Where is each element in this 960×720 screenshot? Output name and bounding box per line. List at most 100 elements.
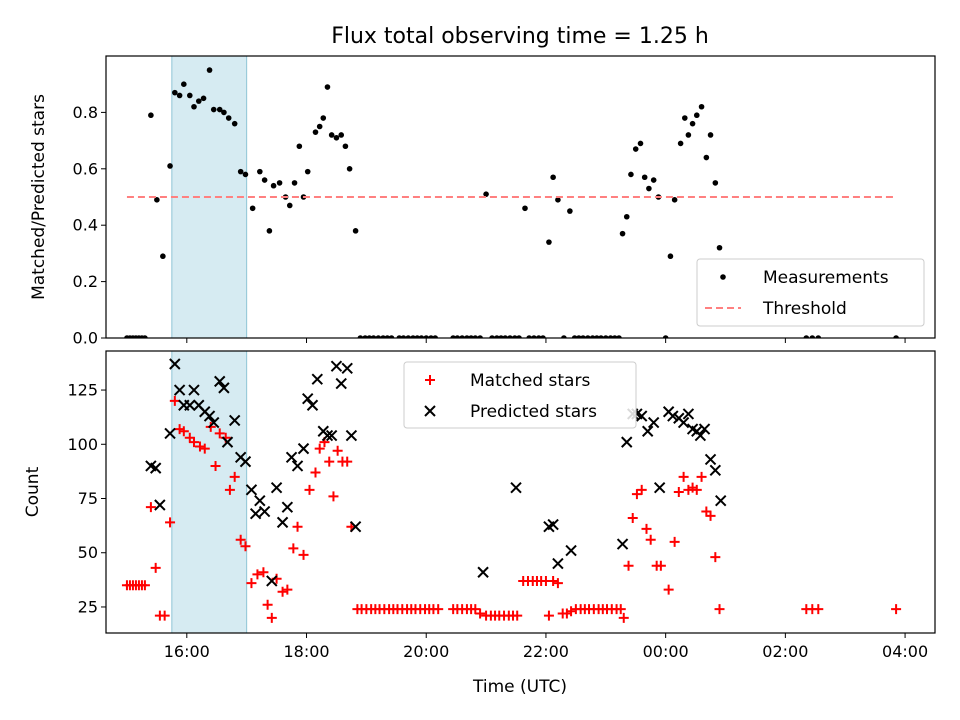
predicted-star-point	[285, 451, 298, 463]
matched-star-point	[618, 612, 629, 623]
measurement-point	[703, 154, 710, 161]
measurement-point	[641, 174, 648, 181]
predicted-star-point	[616, 538, 629, 550]
top-y-tick-label: 0.2	[73, 272, 98, 291]
measurement-point	[571, 335, 578, 338]
measurement-point	[357, 335, 364, 338]
measurement-point	[662, 335, 669, 338]
measurement-point	[598, 335, 604, 338]
predicted-star-point	[345, 429, 358, 442]
measurement-point	[216, 106, 223, 113]
measurement-point	[154, 197, 160, 203]
measurement-point	[225, 115, 232, 121]
matched-star-point	[150, 562, 161, 573]
matched-star-point	[696, 471, 707, 482]
predicted-star-point	[552, 557, 564, 570]
predicted-star-point	[341, 362, 353, 375]
measurement-point	[276, 180, 283, 186]
measurement-point	[338, 132, 345, 138]
predicted-star-point	[510, 481, 522, 494]
measurement-point	[809, 335, 816, 338]
predicted-star-point	[249, 507, 262, 520]
predicted-star-point	[302, 393, 314, 405]
predicted-star-point	[266, 575, 278, 587]
predicted-star-point	[221, 436, 234, 448]
measurement-point	[181, 81, 187, 87]
matched-star-point	[159, 610, 170, 621]
matched-star-point	[673, 487, 684, 497]
matched-star-point	[627, 513, 638, 524]
matched-star-point	[669, 536, 680, 547]
bottom-x-tick-label: 02:00	[762, 642, 808, 661]
measurement-point	[550, 174, 556, 181]
measurement-point	[418, 335, 425, 338]
measurement-point	[580, 335, 586, 338]
predicted-star-point	[270, 481, 283, 494]
predicted-star-point	[641, 425, 654, 437]
matched-star-point	[615, 604, 626, 615]
bottom-panel: Count Time (UTC) 25 50 75 100 125 16:00 18:00 2…	[23, 350, 936, 697]
matched-star-point	[229, 471, 240, 482]
measurement-point	[296, 143, 303, 150]
predicted-star-point	[349, 521, 362, 533]
predicted-star-point	[621, 436, 633, 448]
predicted-star-point	[704, 453, 717, 466]
measurement-point	[507, 335, 513, 338]
bottom-x-tick-label: 04:00	[882, 642, 928, 661]
measurement-point	[142, 335, 148, 338]
predicted-star-point	[173, 384, 186, 396]
measurement-point	[667, 253, 674, 260]
matched-star-point	[224, 484, 235, 495]
measurement-point	[261, 177, 268, 183]
matched-star-point	[663, 584, 674, 595]
measurement-point	[432, 335, 439, 338]
predicted-star-point	[709, 464, 722, 477]
measurement-point	[195, 98, 202, 104]
matched-star-point	[512, 610, 523, 621]
measurement-point	[380, 335, 386, 338]
measurement-point	[160, 253, 166, 260]
measurement-point	[594, 335, 600, 338]
measurement-point	[498, 335, 504, 338]
measurement-point	[483, 191, 489, 197]
measurement-point	[477, 335, 483, 338]
measurement-point	[646, 185, 652, 192]
top-y-tick-label: 0.6	[73, 159, 98, 178]
top-y-tick-label: 0.4	[73, 216, 98, 235]
matched-star-point	[655, 560, 666, 571]
measurement-point	[576, 335, 582, 338]
measurement-point	[342, 143, 349, 150]
top-y-tick-label: 0.8	[73, 103, 98, 122]
bottom-x-tick-label: 20:00	[403, 642, 449, 661]
bottom-series-matched-stars	[121, 395, 902, 623]
measurement-point	[291, 180, 298, 186]
matched-star-point	[266, 612, 277, 623]
measurement-point	[410, 335, 416, 338]
top-panel: Matched/Predicted stars 0.0 0.2 0.4 0.6 0.8 M…	[29, 55, 936, 348]
figure-title: Flux total observing time = 1.25 h	[331, 24, 709, 49]
measurement-point	[400, 335, 407, 338]
measurement-point	[540, 335, 546, 338]
measurement-point	[242, 171, 249, 178]
matched-star-point	[235, 534, 246, 545]
measurement-point	[611, 335, 618, 338]
predicted-star-point	[164, 427, 176, 440]
measurement-point	[176, 92, 183, 99]
matched-star-point	[470, 604, 481, 615]
matched-star-point	[188, 437, 199, 448]
measurement-point	[619, 230, 626, 237]
matched-star-point	[710, 552, 721, 563]
top-series-measurements	[124, 67, 899, 338]
measurement-point	[324, 84, 331, 90]
predicted-star-point	[682, 408, 695, 420]
predicted-star-point	[228, 414, 241, 427]
matched-star-point	[165, 517, 176, 528]
measurement-point	[585, 335, 591, 338]
matched-star-point	[332, 445, 343, 456]
matched-star-point	[258, 567, 269, 578]
bottom-x-axis-label: Time (UTC)	[472, 677, 567, 697]
matched-star-point	[310, 467, 321, 478]
bottom-y-tick-label: 50	[78, 543, 98, 562]
matched-star-point	[292, 521, 303, 532]
